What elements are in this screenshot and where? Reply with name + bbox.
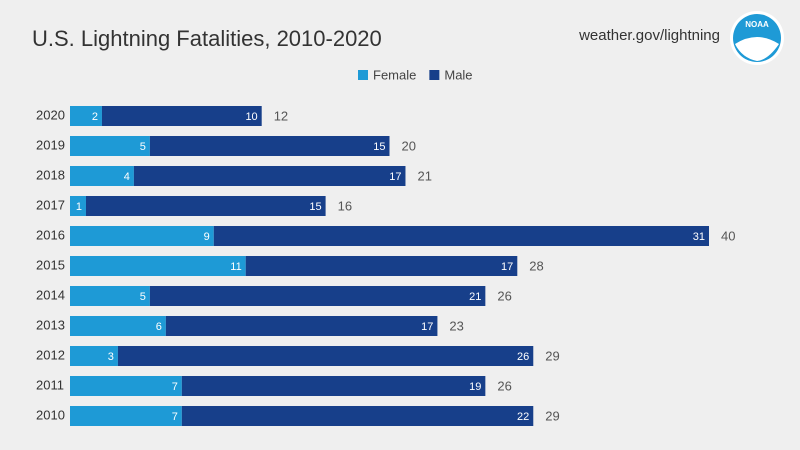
data-label: 7 xyxy=(172,411,178,423)
bar-segment xyxy=(70,316,166,336)
y-tick-label: 2017 xyxy=(36,197,65,212)
bar-segment xyxy=(70,406,182,426)
data-label: 4 xyxy=(124,171,130,183)
chart-title: U.S. Lightning Fatalities, 2010-2020 xyxy=(32,26,382,51)
bar-segment xyxy=(149,136,390,156)
data-label: 1 xyxy=(76,201,82,213)
bar-segment xyxy=(101,106,262,126)
data-label: 10 xyxy=(245,111,257,123)
y-tick-label: 2011 xyxy=(36,377,64,392)
bar-segment xyxy=(213,226,709,246)
total-label: 23 xyxy=(449,318,463,333)
y-tick-label: 2012 xyxy=(36,347,65,362)
data-label: 17 xyxy=(501,261,513,273)
bar-segment xyxy=(70,226,214,246)
bar-segment xyxy=(70,376,182,396)
total-label: 21 xyxy=(417,168,431,183)
bar-segment xyxy=(70,196,86,216)
y-tick-label: 2014 xyxy=(36,287,65,302)
data-label: 15 xyxy=(309,201,321,213)
legend-label: Female xyxy=(373,67,416,82)
legend-label: Male xyxy=(444,67,472,82)
total-label: 26 xyxy=(497,378,511,393)
bar-segment xyxy=(133,166,406,186)
bar-segment xyxy=(70,106,102,126)
logo: NOAA xyxy=(730,11,784,65)
y-tick-label: 2018 xyxy=(36,167,65,182)
total-label: 29 xyxy=(545,408,559,423)
total-label: 26 xyxy=(497,288,511,303)
total-label: 20 xyxy=(402,138,416,153)
logo-text: NOAA xyxy=(745,20,769,29)
data-label: 9 xyxy=(204,231,210,243)
data-label: 7 xyxy=(172,381,178,393)
logo-bird xyxy=(735,37,779,61)
y-tick-label: 2019 xyxy=(36,137,65,152)
bar-segment xyxy=(149,286,486,306)
bar-segment xyxy=(70,136,150,156)
bar-segment xyxy=(85,196,326,216)
data-label: 26 xyxy=(517,351,529,363)
data-label: 17 xyxy=(421,321,433,333)
bar-segment xyxy=(165,316,438,336)
bar-segment xyxy=(181,406,534,426)
y-tick-label: 2013 xyxy=(36,317,65,332)
data-label: 6 xyxy=(156,321,162,333)
y-tick-label: 2010 xyxy=(36,407,65,422)
total-label: 40 xyxy=(721,228,735,243)
bar-segment xyxy=(181,376,486,396)
data-label: 3 xyxy=(108,351,114,363)
bar-segment xyxy=(70,256,246,276)
data-label: 17 xyxy=(389,171,401,183)
total-label: 16 xyxy=(338,198,352,213)
total-label: 29 xyxy=(545,348,559,363)
bar-segment xyxy=(70,166,134,186)
data-label: 19 xyxy=(469,381,481,393)
y-tick-label: 2015 xyxy=(36,257,65,272)
y-tick-label: 2016 xyxy=(36,227,65,242)
data-label: 2 xyxy=(92,111,98,123)
total-label: 12 xyxy=(274,108,288,123)
bar-segment xyxy=(70,286,150,306)
bar-segment xyxy=(70,346,118,366)
data-label: 11 xyxy=(230,261,241,273)
legend-swatch xyxy=(429,70,440,80)
data-label: 15 xyxy=(373,141,385,153)
bar-segment xyxy=(117,346,534,366)
legend-swatch xyxy=(358,70,368,80)
total-label: 28 xyxy=(529,258,543,273)
source-label: weather.gov/lightning xyxy=(578,27,720,44)
data-label: 5 xyxy=(140,291,146,303)
y-tick-label: 2020 xyxy=(36,107,65,122)
data-label: 31 xyxy=(693,231,705,243)
data-label: 21 xyxy=(469,291,481,303)
data-label: 5 xyxy=(140,141,146,153)
bar-segment xyxy=(245,256,518,276)
data-label: 22 xyxy=(517,411,529,423)
